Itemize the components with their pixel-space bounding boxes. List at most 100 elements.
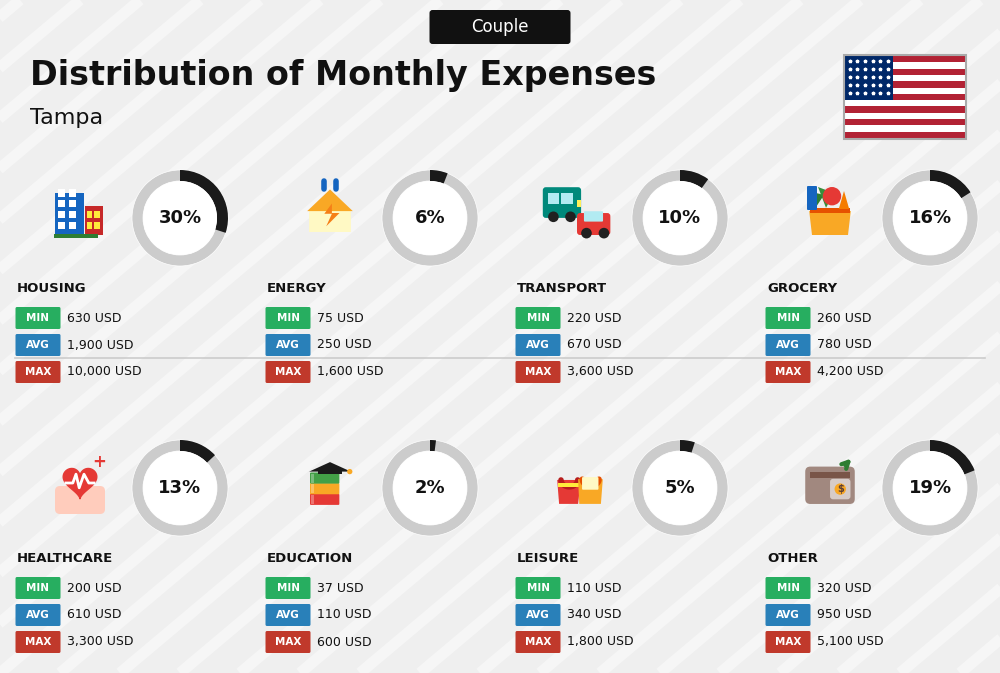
Text: AVG: AVG xyxy=(526,340,550,350)
Wedge shape xyxy=(382,440,478,536)
Text: MIN: MIN xyxy=(276,313,300,323)
Text: 950 USD: 950 USD xyxy=(817,608,872,621)
Text: Tampa: Tampa xyxy=(30,108,103,128)
Text: MIN: MIN xyxy=(26,583,49,593)
FancyBboxPatch shape xyxy=(516,577,560,599)
Text: AVG: AVG xyxy=(26,340,50,350)
FancyBboxPatch shape xyxy=(54,234,98,238)
FancyBboxPatch shape xyxy=(845,100,965,106)
Polygon shape xyxy=(557,480,581,504)
Text: 2%: 2% xyxy=(415,479,445,497)
Text: AVG: AVG xyxy=(276,610,300,620)
FancyBboxPatch shape xyxy=(845,81,965,87)
Text: 250 USD: 250 USD xyxy=(317,339,372,351)
FancyBboxPatch shape xyxy=(266,604,310,626)
Circle shape xyxy=(565,211,576,222)
FancyBboxPatch shape xyxy=(310,494,339,505)
Circle shape xyxy=(893,451,967,525)
Wedge shape xyxy=(132,440,228,536)
FancyBboxPatch shape xyxy=(845,75,965,81)
Polygon shape xyxy=(818,187,834,208)
Text: MAX: MAX xyxy=(25,637,51,647)
Polygon shape xyxy=(324,203,340,226)
Text: MAX: MAX xyxy=(275,637,301,647)
Circle shape xyxy=(893,181,967,255)
Text: 610 USD: 610 USD xyxy=(67,608,122,621)
FancyBboxPatch shape xyxy=(516,631,560,653)
Polygon shape xyxy=(309,192,351,232)
Text: 75 USD: 75 USD xyxy=(317,312,364,324)
FancyBboxPatch shape xyxy=(807,186,817,210)
FancyBboxPatch shape xyxy=(94,222,100,229)
FancyBboxPatch shape xyxy=(766,307,810,329)
FancyBboxPatch shape xyxy=(766,334,810,356)
Circle shape xyxy=(143,451,217,525)
Text: MIN: MIN xyxy=(526,313,550,323)
Text: 1,600 USD: 1,600 USD xyxy=(317,365,384,378)
FancyBboxPatch shape xyxy=(845,106,965,113)
Wedge shape xyxy=(882,170,978,266)
FancyBboxPatch shape xyxy=(58,211,65,218)
FancyBboxPatch shape xyxy=(582,477,598,490)
Text: 3,600 USD: 3,600 USD xyxy=(567,365,634,378)
Text: 110 USD: 110 USD xyxy=(317,608,372,621)
Text: 3,300 USD: 3,300 USD xyxy=(67,635,134,649)
Text: LEISURE: LEISURE xyxy=(517,551,579,565)
FancyBboxPatch shape xyxy=(845,69,965,75)
Text: 630 USD: 630 USD xyxy=(67,312,122,324)
FancyBboxPatch shape xyxy=(266,334,310,356)
FancyBboxPatch shape xyxy=(310,483,339,494)
Text: TRANSPORT: TRANSPORT xyxy=(517,281,607,295)
FancyBboxPatch shape xyxy=(85,206,103,235)
Wedge shape xyxy=(930,440,975,474)
Text: MAX: MAX xyxy=(525,367,551,377)
FancyBboxPatch shape xyxy=(69,189,76,197)
Text: MAX: MAX xyxy=(25,367,51,377)
FancyBboxPatch shape xyxy=(558,483,581,487)
Circle shape xyxy=(643,451,717,525)
FancyBboxPatch shape xyxy=(55,193,84,235)
FancyBboxPatch shape xyxy=(15,577,60,599)
FancyBboxPatch shape xyxy=(266,361,310,383)
FancyBboxPatch shape xyxy=(845,119,965,125)
FancyBboxPatch shape xyxy=(94,211,100,218)
FancyBboxPatch shape xyxy=(805,466,855,504)
FancyBboxPatch shape xyxy=(516,334,560,356)
Text: MIN: MIN xyxy=(777,313,800,323)
Text: MIN: MIN xyxy=(26,313,49,323)
FancyBboxPatch shape xyxy=(311,495,314,504)
Polygon shape xyxy=(578,479,603,504)
FancyBboxPatch shape xyxy=(766,577,810,599)
FancyBboxPatch shape xyxy=(845,113,965,119)
Text: 110 USD: 110 USD xyxy=(567,581,622,594)
Circle shape xyxy=(347,469,352,474)
FancyBboxPatch shape xyxy=(577,213,610,235)
Text: EDUCATION: EDUCATION xyxy=(267,551,353,565)
Text: 600 USD: 600 USD xyxy=(317,635,372,649)
Text: 16%: 16% xyxy=(908,209,952,227)
FancyBboxPatch shape xyxy=(845,56,965,63)
FancyBboxPatch shape xyxy=(830,479,850,499)
Text: 6%: 6% xyxy=(415,209,445,227)
Text: 670 USD: 670 USD xyxy=(567,339,622,351)
Polygon shape xyxy=(839,191,849,209)
FancyBboxPatch shape xyxy=(548,193,559,203)
Wedge shape xyxy=(132,170,228,266)
Circle shape xyxy=(393,451,467,525)
Text: +: + xyxy=(92,453,106,471)
Polygon shape xyxy=(309,462,351,472)
Text: 10%: 10% xyxy=(658,209,702,227)
FancyBboxPatch shape xyxy=(266,631,310,653)
Wedge shape xyxy=(632,440,728,536)
FancyBboxPatch shape xyxy=(561,193,573,203)
FancyBboxPatch shape xyxy=(516,361,560,383)
Text: AVG: AVG xyxy=(26,610,50,620)
Circle shape xyxy=(143,181,217,255)
Text: MAX: MAX xyxy=(525,637,551,647)
Wedge shape xyxy=(180,440,215,462)
Text: AVG: AVG xyxy=(526,610,550,620)
FancyBboxPatch shape xyxy=(766,361,810,383)
Text: 10,000 USD: 10,000 USD xyxy=(67,365,142,378)
Wedge shape xyxy=(430,440,436,452)
Polygon shape xyxy=(809,211,851,235)
